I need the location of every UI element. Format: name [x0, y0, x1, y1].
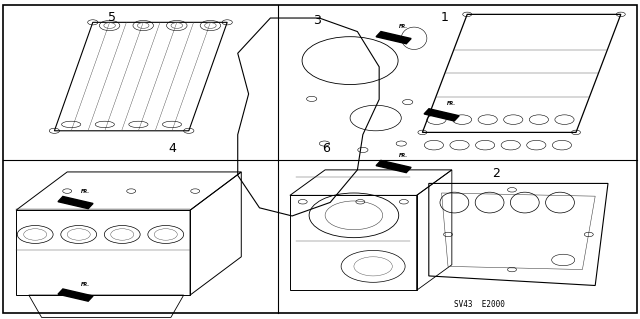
Text: 2: 2 — [492, 167, 500, 180]
Polygon shape — [58, 289, 93, 301]
Polygon shape — [376, 160, 411, 173]
Polygon shape — [376, 32, 411, 44]
Text: FR.: FR. — [447, 101, 456, 106]
Text: 3: 3 — [313, 14, 321, 27]
Text: SV43  E2000: SV43 E2000 — [454, 300, 505, 309]
Text: 5: 5 — [108, 11, 116, 24]
Text: 4: 4 — [169, 142, 177, 155]
Text: FR.: FR. — [81, 282, 90, 286]
Text: FR.: FR. — [399, 24, 408, 29]
Polygon shape — [58, 197, 93, 209]
Text: FR.: FR. — [81, 189, 90, 194]
Polygon shape — [424, 109, 459, 121]
Text: FR.: FR. — [399, 153, 408, 158]
Text: 6: 6 — [323, 142, 330, 155]
Text: 1: 1 — [441, 11, 449, 24]
